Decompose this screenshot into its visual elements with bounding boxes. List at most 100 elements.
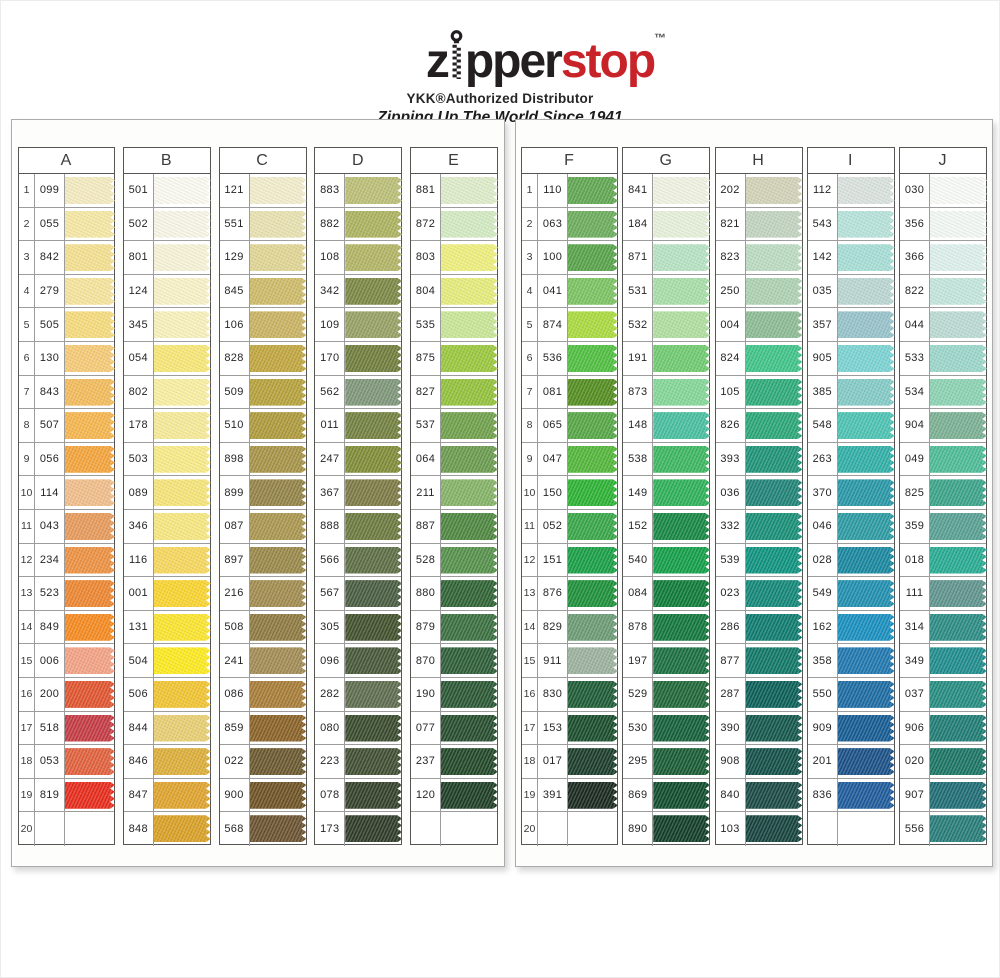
swatch-row: 562 [315,375,402,410]
row-number: 5 [19,308,35,341]
swatch-row: 111 [900,577,986,611]
swatch-cell [653,409,709,442]
color-code: 897 [220,543,250,577]
color-code: 869 [623,778,654,812]
color-code: 116 [124,543,154,577]
color-swatch [746,513,803,540]
color-code: 286 [716,610,746,644]
swatch-row: 087 [219,509,307,544]
swatch-cell [653,241,709,274]
swatch-cell [568,745,617,778]
swatch-cell [568,644,617,677]
color-code: 543 [808,207,838,241]
color-code: 151 [538,543,568,577]
color-swatch [746,412,803,439]
row-number: 1 [522,174,538,207]
color-swatch [930,446,987,473]
color-swatch [838,614,895,641]
swatch-cell [441,510,497,543]
color-code: 879 [411,610,441,644]
color-code: 562 [315,375,346,409]
swatch-cell [930,577,986,610]
color-code: 829 [538,610,568,644]
color-swatch [154,580,211,607]
swatch-row: 504 [123,644,210,678]
color-code: 874 [538,308,568,341]
swatch-cell [441,342,497,375]
swatch-cell [568,812,617,846]
color-code: 111 [900,577,930,610]
color-swatch [838,647,895,674]
color-code: 533 [900,341,930,375]
color-code: 385 [808,375,838,409]
swatch-row: 550 [807,677,894,712]
swatch-row: 2 063 [522,207,617,242]
swatch-cell [653,174,709,207]
swatch-cell [930,544,986,577]
swatch-cell [568,443,617,476]
color-swatch [345,244,402,271]
color-swatch [930,614,987,641]
swatch-cell [250,779,306,812]
color-swatch [441,647,498,674]
color-code: 502 [124,207,154,241]
swatch-row: 4 041 [522,274,617,309]
swatch-row: 184 [623,207,709,242]
color-panels: A 1 099 2 055 3 842 4 279 5 505 6 130 7 843 8 507 9 056 10 1… [11,119,993,867]
swatch-cell [838,712,894,745]
swatch-row: 844 [123,711,210,746]
color-swatch [250,446,307,473]
color-swatch [568,446,618,473]
color-code: 120 [411,778,441,812]
swatch-row: 1 110 [522,174,617,208]
swatch-cell [568,611,617,644]
swatch-row: 16 830 [522,677,617,712]
color-swatch [441,345,498,372]
color-swatch [154,681,211,708]
swatch-row: 282 [315,677,401,712]
color-swatch [568,614,618,641]
color-swatch [345,715,402,742]
swatch-row: 7 843 [19,375,114,410]
column-header-letter: H [715,148,802,174]
swatch-cell [345,174,401,207]
swatch-cell [653,342,709,375]
color-swatch [250,580,307,607]
swatch-row: 237 [411,745,497,779]
color-code: 534 [900,375,930,409]
column-strip-d: D 883 882 108 342 109 170 562 011 247 367 888 566 567… [314,147,403,846]
color-swatch [838,244,895,271]
color-code: 282 [315,677,346,711]
swatch-row: 17 153 [522,711,617,746]
color-swatch [345,379,402,406]
color-code: 548 [808,409,838,442]
color-swatch [653,412,710,439]
swatch-row: 5 505 [19,308,114,342]
swatch-row: 7 081 [522,375,617,410]
color-code: 077 [411,711,441,745]
zipper-icon [450,30,463,79]
swatch-cell [653,644,709,677]
swatch-cell [154,308,210,341]
swatch-row: 3 842 [19,241,114,275]
swatch-cell [441,611,497,644]
column-header-letter: G [623,148,710,174]
color-code: 911 [538,644,568,677]
swatch-cell [345,342,401,375]
color-code: 876 [538,577,568,610]
swatch-cell [345,443,401,476]
swatch-row: 540 [623,543,709,578]
row-number: 16 [522,677,538,711]
color-code: 888 [315,509,346,543]
swatch-row: 869 [623,778,709,813]
color-code: 121 [220,174,250,207]
color-swatch [250,513,307,540]
color-swatch [65,547,115,574]
color-swatch [65,614,115,641]
color-code: 391 [538,778,568,812]
color-code: 100 [538,241,568,274]
color-code: 356 [900,207,930,241]
swatch-row: 121 [219,174,306,208]
swatch-cell [653,812,709,846]
color-swatch [65,412,115,439]
